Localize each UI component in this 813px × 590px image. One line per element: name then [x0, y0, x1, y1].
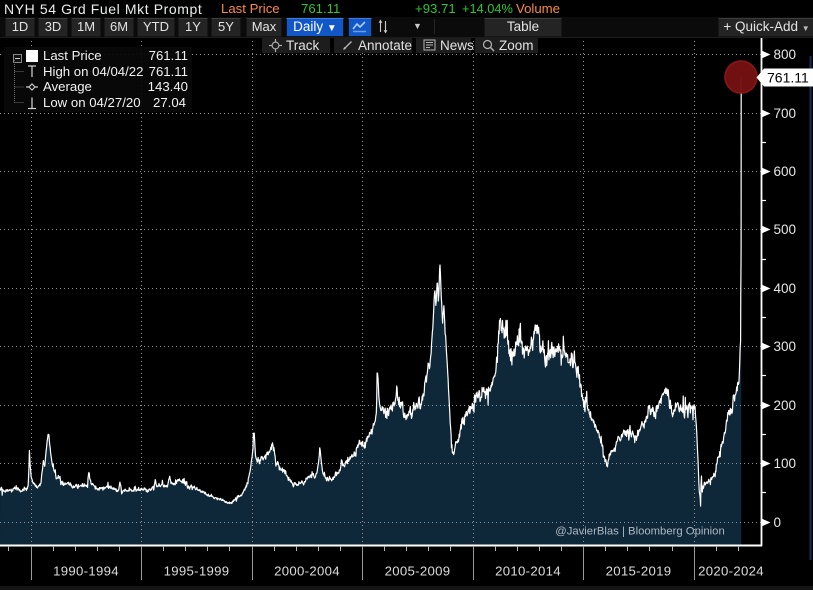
- svg-text:2005-2009: 2005-2009: [385, 564, 451, 579]
- svg-text:761.11: 761.11: [767, 70, 809, 86]
- svg-text:2010-2014: 2010-2014: [495, 564, 561, 579]
- svg-text:2020-2024: 2020-2024: [698, 564, 764, 579]
- svg-text:@JavierBlas | Bloomberg Opinio: @JavierBlas | Bloomberg Opinion: [555, 526, 725, 538]
- svg-text:500: 500: [774, 222, 797, 237]
- svg-text:400: 400: [774, 281, 797, 296]
- svg-text:1990-1994: 1990-1994: [53, 564, 119, 579]
- svg-text:600: 600: [774, 164, 797, 179]
- svg-text:200: 200: [774, 398, 797, 413]
- svg-text:100: 100: [774, 456, 797, 471]
- svg-text:1995-1999: 1995-1999: [164, 564, 230, 579]
- svg-text:300: 300: [774, 339, 797, 354]
- svg-text:0: 0: [774, 515, 782, 530]
- svg-text:2015-2019: 2015-2019: [606, 564, 672, 579]
- svg-text:700: 700: [774, 106, 797, 121]
- svg-text:800: 800: [774, 47, 797, 62]
- svg-text:2000-2004: 2000-2004: [274, 564, 340, 579]
